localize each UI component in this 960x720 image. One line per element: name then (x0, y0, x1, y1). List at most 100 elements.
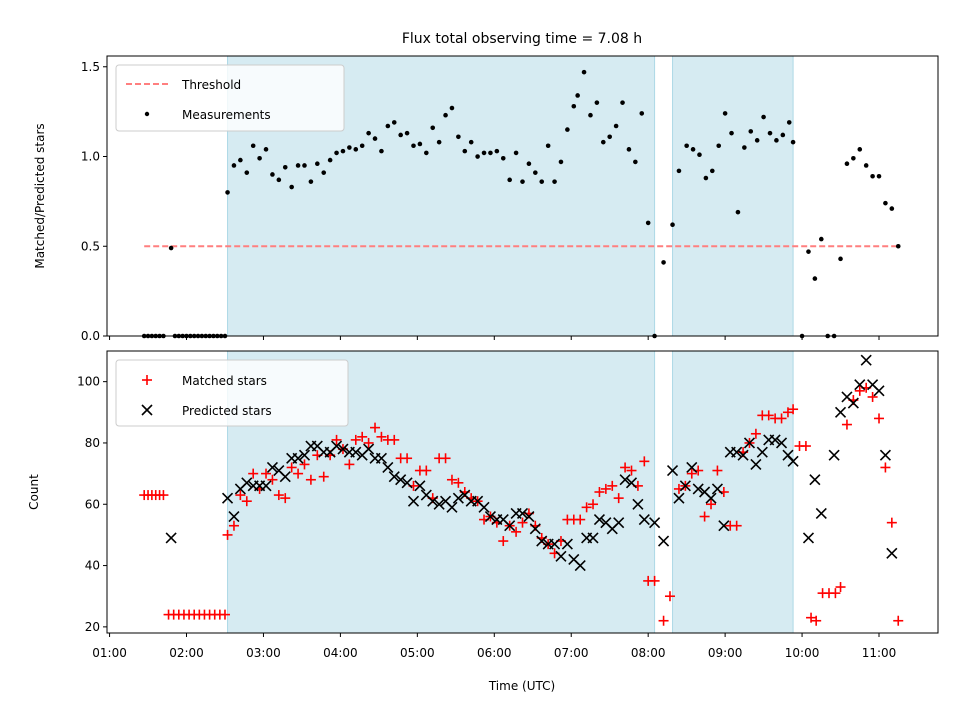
measurement-point (812, 276, 818, 281)
matched-star-point (854, 385, 865, 396)
matched-star-point (686, 468, 697, 479)
measurement-point (302, 163, 307, 168)
measurement-point (581, 69, 587, 75)
measurement-point (391, 120, 397, 125)
predicted-star-point (433, 498, 445, 510)
measurement-point (565, 127, 570, 132)
x-tick-label: 09:00 (708, 646, 743, 660)
predicted-star-point (815, 507, 827, 520)
x-tick-label: 07:00 (554, 646, 589, 660)
predicted-star-point (529, 523, 541, 535)
predicted-star-point (401, 477, 413, 489)
matched-star-point (222, 529, 233, 540)
predicted-star-point (427, 495, 439, 507)
measurement-point (870, 173, 875, 179)
measurement-point (735, 209, 741, 215)
matched-star-point (712, 465, 723, 476)
x-tick-label: 04:00 (323, 646, 358, 660)
measurement-point (468, 139, 474, 145)
measurement-point (168, 245, 174, 251)
y-tick-label: 1.0 (81, 150, 100, 164)
measurement-point (494, 148, 500, 154)
predicted-star-point (260, 480, 272, 492)
x-tick-label: 01:00 (92, 646, 127, 660)
top-legend-box (115, 64, 345, 132)
predicted-star-point (673, 492, 685, 504)
predicted-star-point (787, 455, 799, 467)
bottom-plot-frame (106, 350, 939, 634)
measurement-point (613, 123, 619, 129)
predicted-star-point (679, 480, 691, 492)
measurement-point (690, 147, 696, 152)
measurement-point (661, 260, 666, 265)
matched-star-point (880, 462, 891, 473)
predicted-star-point (279, 471, 291, 483)
measurements-series (141, 69, 901, 339)
predicted-star-point (809, 474, 821, 486)
predicted-star-point (407, 495, 420, 507)
predicted-star-point (834, 406, 847, 418)
predicted-star-point (241, 477, 253, 489)
bottom-y-axis: 20 40 60 80 100 (77, 375, 107, 634)
y-tick-label: 40 (85, 559, 100, 573)
matched-star-point (305, 474, 316, 485)
matched-star-point (867, 391, 878, 402)
measurement-point (588, 112, 593, 118)
predicted-star-point (587, 532, 599, 544)
measurement-point (558, 159, 564, 165)
measurement-point (761, 114, 766, 120)
measurement-point (571, 103, 577, 109)
matched-stars-legend-swatch (142, 375, 152, 385)
matched-star-point (664, 591, 675, 602)
matched-star-point (344, 459, 355, 470)
matched-star-point (261, 468, 272, 479)
measurement-point (703, 175, 709, 181)
measurement-point (607, 134, 613, 140)
top-legend: Threshold Measurements (115, 64, 345, 132)
matched-star-point (517, 517, 528, 528)
measurement-point (838, 256, 843, 262)
matched-star-point (811, 615, 822, 626)
measurement-point (600, 139, 606, 145)
predicted-star-point (292, 452, 304, 464)
matched-star-point (318, 471, 329, 482)
matched-star-point (299, 459, 310, 470)
measurement-point (417, 141, 423, 147)
predicted-star-point (802, 532, 815, 544)
matched-star-point (776, 413, 787, 424)
measurement-point (539, 179, 545, 184)
predicted-star-point (737, 449, 749, 461)
chart-title: Flux total observing time = 7.08 h (402, 31, 642, 47)
predicted-star-point (860, 354, 872, 366)
matched-star-point (731, 520, 742, 531)
matched-star-point (620, 462, 631, 473)
predicted-star-point (632, 498, 644, 510)
measurement-point (767, 130, 773, 136)
measurement-point (748, 129, 754, 134)
matched-star-point (293, 468, 304, 479)
matched-star-point (800, 441, 811, 452)
predicted-star-point (516, 507, 529, 520)
matched-star-point (893, 615, 904, 626)
measurement-point (500, 156, 506, 161)
matched-star-point (874, 413, 885, 424)
predicted-star-point (395, 474, 407, 486)
predicted-star-point (330, 440, 343, 452)
matched-star-point (750, 428, 761, 439)
measurement-point (244, 170, 250, 175)
measurement-point (289, 184, 294, 190)
measurement-point (379, 148, 384, 154)
measurement-point (270, 172, 275, 177)
measurement-point (334, 150, 339, 156)
matched-star-point (421, 465, 432, 476)
predicted-star-point (523, 510, 535, 523)
matched-star-point (248, 468, 259, 479)
measurement-point (780, 132, 786, 138)
measurement-point (883, 200, 888, 206)
matched-star-point (219, 609, 230, 620)
predicted-star-point (228, 510, 240, 523)
y-tick-label: 60 (85, 497, 100, 511)
measurement-point (263, 147, 269, 152)
measurement-point (321, 170, 327, 175)
predicted-star-point (775, 437, 788, 449)
